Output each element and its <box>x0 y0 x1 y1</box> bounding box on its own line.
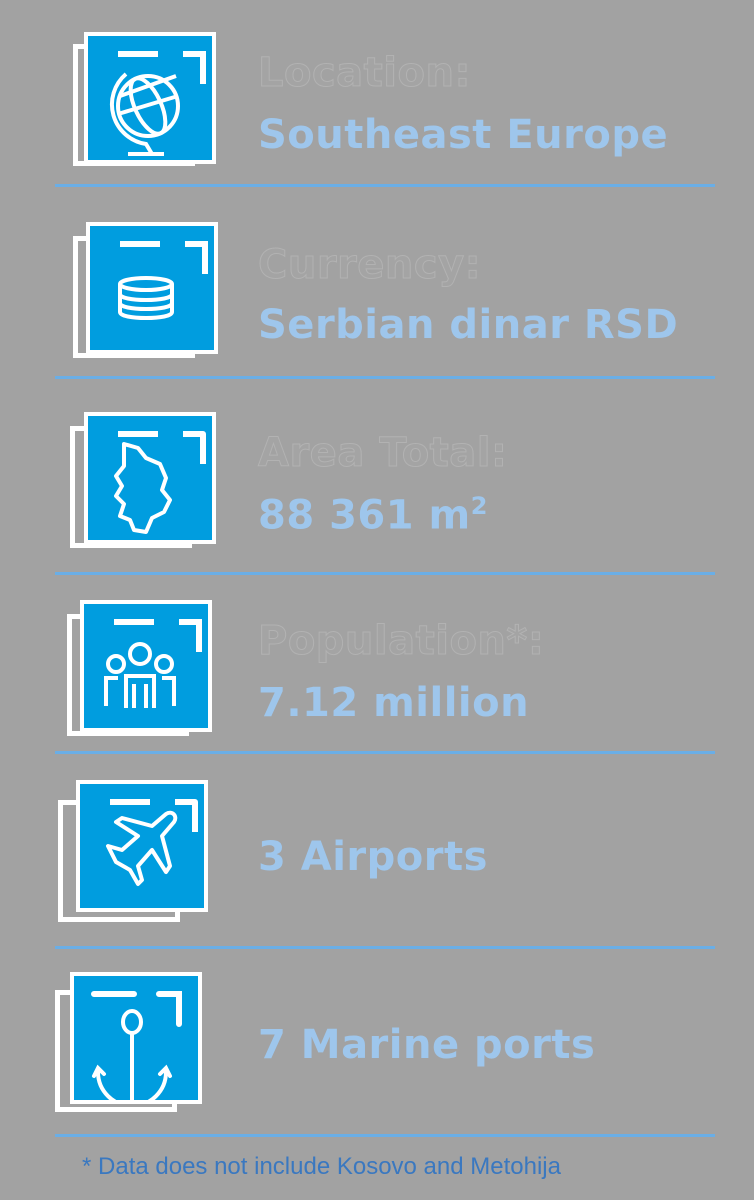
info-row-marine-ports: 7 Marine ports <box>0 0 754 1137</box>
item-label: Population*: <box>257 618 545 665</box>
item-value: 7.12 million <box>258 680 530 726</box>
info-row-location: Location: Southeast Europe <box>0 0 754 190</box>
divider <box>55 376 715 379</box>
airplane-icon <box>76 780 208 912</box>
divider <box>55 946 715 949</box>
divider <box>55 184 715 187</box>
item-label: Currency: <box>257 242 482 289</box>
divider <box>55 751 715 754</box>
item-label: Area Total: <box>258 430 508 477</box>
item-value: Serbian dinar RSD <box>258 302 679 348</box>
area-value: 88 361 m <box>258 492 471 539</box>
divider <box>55 1134 715 1137</box>
item-value: 7 Marine ports <box>258 1022 596 1068</box>
info-row-currency: Currency: Serbian dinar RSD <box>0 0 754 379</box>
anchor-icon <box>70 972 202 1104</box>
divider <box>55 572 715 575</box>
info-row-airports: 3 Airports <box>0 0 754 949</box>
serbia-map-icon <box>84 412 216 544</box>
people-icon <box>80 600 212 732</box>
item-value: Southeast Europe <box>258 112 669 158</box>
superscript: 2 <box>470 492 488 520</box>
item-value: 3 Airports <box>258 834 488 880</box>
item-value: 88 361 m2 <box>258 492 488 538</box>
info-row-area: Area Total: 88 361 m2 <box>0 0 754 575</box>
item-label: Location: <box>258 50 471 97</box>
footnote: * Data does not include Kosovo and Metoh… <box>82 1153 561 1180</box>
globe-icon <box>84 32 216 164</box>
coins-icon <box>86 222 218 354</box>
info-row-population: Population*: 7.12 million <box>0 0 754 754</box>
